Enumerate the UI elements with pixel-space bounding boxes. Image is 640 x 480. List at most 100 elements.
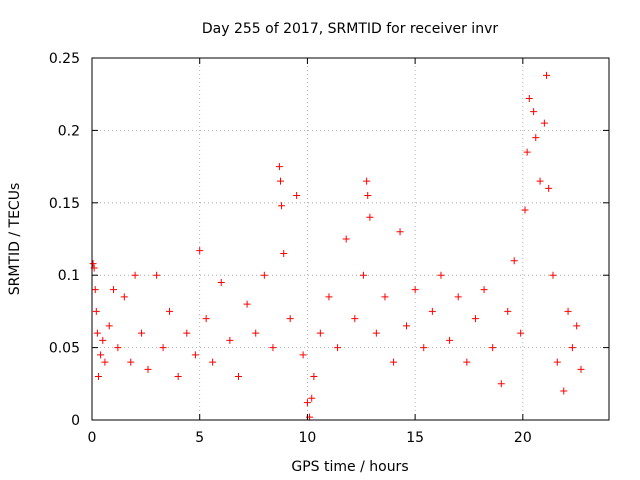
data-point [101, 358, 109, 366]
data-point [471, 315, 479, 323]
data-point [446, 336, 454, 344]
data-point [308, 394, 316, 402]
data-point [359, 271, 367, 279]
data-point [131, 271, 139, 279]
data-point [269, 344, 277, 352]
x-tick-label: 0 [88, 430, 97, 446]
data-point [120, 293, 128, 301]
data-point [517, 329, 525, 337]
data-point [396, 228, 404, 236]
data-point [480, 286, 488, 294]
y-tick-label: 0.2 [58, 123, 80, 139]
data-point [299, 351, 307, 359]
data-point [325, 293, 333, 301]
x-tick-label: 5 [195, 430, 204, 446]
data-point [381, 293, 389, 301]
data-point [532, 134, 540, 142]
data-point [153, 271, 161, 279]
data-point [202, 315, 210, 323]
data-point [463, 358, 471, 366]
data-point [91, 286, 99, 294]
data-point [97, 351, 105, 359]
data-point [114, 344, 122, 352]
data-point [226, 336, 234, 344]
data-point [234, 373, 242, 381]
data-point [334, 344, 342, 352]
data-point [127, 358, 135, 366]
data-point [545, 184, 553, 192]
data-points [89, 71, 585, 421]
data-point [94, 373, 102, 381]
y-tick-label: 0.25 [49, 51, 80, 67]
data-point [196, 247, 204, 255]
chart-title: Day 255 of 2017, SRMTID for receiver inv… [202, 21, 498, 37]
data-point [191, 351, 199, 359]
data-point [209, 358, 217, 366]
data-point [364, 192, 372, 200]
data-point [159, 344, 167, 352]
data-point [530, 108, 538, 116]
data-point [428, 307, 436, 315]
data-point [510, 257, 518, 265]
data-point [573, 322, 581, 330]
data-point [286, 315, 294, 323]
data-point [217, 278, 225, 286]
data-point [174, 373, 182, 381]
x-tick-label: 10 [299, 430, 317, 446]
data-point [110, 286, 118, 294]
data-point [497, 380, 505, 388]
data-point [310, 373, 318, 381]
data-point [568, 344, 576, 352]
data-point [403, 322, 411, 330]
data-point [523, 148, 531, 156]
data-point [372, 329, 380, 337]
data-point [489, 344, 497, 352]
data-point [536, 177, 544, 185]
data-point [275, 163, 283, 171]
axis-ticks: 0 5 10 15 20 0 0.05 0.1 0.15 0.2 0.25 [49, 51, 609, 446]
data-point [549, 271, 557, 279]
data-point [553, 358, 561, 366]
grid [92, 58, 609, 420]
data-point [89, 260, 97, 268]
data-point [99, 336, 107, 344]
data-point [144, 365, 152, 373]
data-point [454, 293, 462, 301]
data-point [390, 358, 398, 366]
data-point [525, 95, 533, 103]
data-point [166, 307, 174, 315]
data-point [577, 365, 585, 373]
data-point [303, 399, 311, 407]
data-point [276, 177, 284, 185]
data-point [543, 71, 551, 79]
y-tick-label: 0.15 [49, 196, 80, 212]
data-point [363, 177, 371, 185]
x-tick-label: 20 [514, 430, 532, 446]
data-point [437, 271, 445, 279]
data-point [342, 235, 350, 243]
data-point [183, 329, 191, 337]
y-axis-label: SRMTID / TECUs [7, 183, 23, 296]
data-point [138, 329, 146, 337]
data-point [260, 271, 268, 279]
x-axis-label: GPS time / hours [291, 459, 408, 475]
data-point [252, 329, 260, 337]
y-tick-label: 0 [71, 413, 80, 429]
data-point [293, 192, 301, 200]
y-tick-label: 0.05 [49, 341, 80, 357]
y-tick-label: 0.1 [58, 268, 80, 284]
data-point [105, 322, 113, 330]
plot-frame [91, 57, 610, 421]
data-point [280, 249, 288, 257]
data-point [366, 213, 374, 221]
data-point [420, 344, 428, 352]
data-point [411, 286, 419, 294]
x-tick-label: 15 [406, 430, 424, 446]
data-point [278, 202, 286, 210]
data-point [564, 307, 572, 315]
data-point [540, 119, 548, 127]
data-point [316, 329, 324, 337]
data-point [243, 300, 251, 308]
data-point [93, 329, 101, 337]
